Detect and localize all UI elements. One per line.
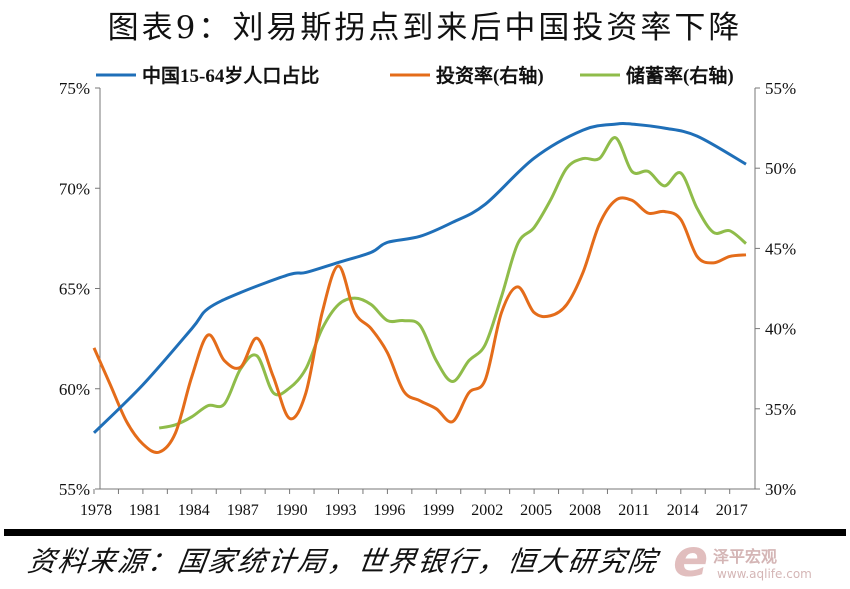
x-tick-label: 2002 — [471, 502, 503, 519]
x-tick-label: 1999 — [422, 502, 454, 519]
x-tick-label: 2011 — [618, 502, 649, 519]
chart-title: 图表9：刘易斯拐点到来后中国投资率下降 — [107, 10, 743, 46]
left-tick-label: 75% — [59, 79, 90, 98]
right-tick-label: 35% — [765, 400, 796, 419]
x-tick-label: 1978 — [80, 502, 112, 519]
x-tick-label: 1984 — [178, 502, 210, 519]
x-tick-label: 2014 — [667, 502, 699, 519]
series-line-2 — [92, 196, 747, 455]
left-tick-label: 65% — [59, 280, 90, 299]
right-tick-label: 45% — [765, 239, 796, 258]
x-tick-label: 1990 — [276, 502, 308, 519]
axes: 55% 60% 65% 70% 75% 30% 35% 40% 45% 50% 55% 1978 198… — [59, 79, 796, 519]
right-tick-label: 50% — [765, 159, 796, 178]
x-tick-label: 1987 — [227, 502, 259, 519]
legend-label-2: 投资率(右轴) — [436, 64, 544, 87]
right-tick-label: 30% — [765, 480, 796, 499]
x-tick-label: 1993 — [325, 502, 357, 519]
left-tick-label: 70% — [59, 179, 90, 198]
left-tick-label: 55% — [59, 480, 90, 499]
legend-label-3: 储蓄率(右轴) — [626, 64, 734, 87]
legend: 中国15-64岁人口占比 投资率(右轴) 储蓄率(右轴) — [96, 64, 734, 87]
x-tick-label: 2017 — [716, 502, 748, 519]
x-tick-label: 1996 — [373, 502, 405, 519]
x-tick-label: 1981 — [129, 502, 161, 519]
right-tick-label: 55% — [765, 79, 796, 98]
watermark-logo-icon: e — [673, 529, 709, 589]
divider-bar — [4, 529, 846, 536]
source-note: 资料来源：国家统计局，世界银行，恒大研究院 — [25, 545, 661, 578]
left-tick-label: 60% — [59, 380, 90, 399]
x-tick-label: 2005 — [520, 502, 552, 519]
x-tick-label: 2008 — [569, 502, 601, 519]
right-tick-label: 40% — [765, 320, 796, 339]
series-lines — [92, 121, 747, 455]
watermark: e 泽平宏观 www.aqlife.com — [655, 529, 845, 589]
legend-label-1: 中国15-64岁人口占比 — [142, 64, 319, 87]
watermark-url: www.aqlife.com — [717, 567, 812, 581]
watermark-name: 泽平宏观 — [713, 547, 778, 566]
series-line-3 — [158, 136, 747, 430]
series-line-1 — [92, 121, 747, 434]
